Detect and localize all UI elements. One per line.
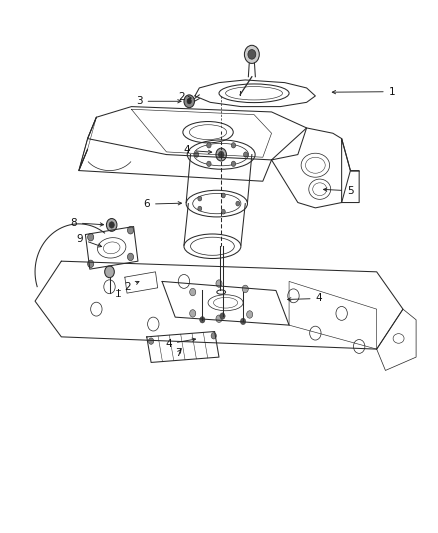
Text: 1: 1 [332, 87, 396, 96]
Circle shape [247, 311, 253, 318]
Circle shape [198, 196, 202, 201]
Circle shape [220, 313, 225, 319]
Circle shape [127, 253, 134, 261]
Circle shape [148, 338, 154, 344]
Text: 5: 5 [324, 186, 354, 196]
Circle shape [190, 310, 196, 317]
Circle shape [194, 152, 199, 157]
Circle shape [211, 333, 216, 339]
Text: 4: 4 [184, 146, 212, 155]
Text: 9: 9 [76, 234, 102, 247]
Circle shape [198, 206, 202, 211]
Circle shape [105, 266, 114, 278]
Circle shape [187, 99, 191, 104]
Circle shape [127, 227, 134, 234]
Circle shape [221, 209, 225, 214]
Circle shape [216, 315, 222, 322]
Text: 7: 7 [175, 348, 182, 358]
Circle shape [221, 193, 225, 198]
Text: 6: 6 [143, 199, 181, 209]
Circle shape [240, 318, 246, 325]
Circle shape [88, 233, 94, 241]
Circle shape [109, 222, 114, 228]
Text: 2: 2 [124, 281, 139, 292]
Circle shape [207, 161, 211, 166]
Text: 2: 2 [178, 92, 191, 102]
Circle shape [106, 219, 117, 231]
Circle shape [236, 201, 240, 206]
Circle shape [207, 143, 211, 148]
Circle shape [216, 148, 226, 161]
Text: 4: 4 [165, 338, 195, 349]
Circle shape [231, 161, 236, 166]
Text: 3: 3 [136, 96, 181, 106]
Circle shape [242, 285, 248, 293]
Circle shape [190, 288, 196, 296]
Text: 4: 4 [288, 294, 322, 303]
Circle shape [184, 95, 194, 108]
Circle shape [200, 317, 205, 323]
Text: I: I [117, 289, 120, 299]
Circle shape [88, 260, 94, 268]
Circle shape [244, 152, 248, 157]
Circle shape [244, 45, 259, 63]
Circle shape [248, 50, 256, 59]
Circle shape [219, 151, 224, 158]
Text: 8: 8 [70, 218, 103, 228]
Circle shape [216, 280, 222, 287]
Circle shape [231, 143, 236, 148]
